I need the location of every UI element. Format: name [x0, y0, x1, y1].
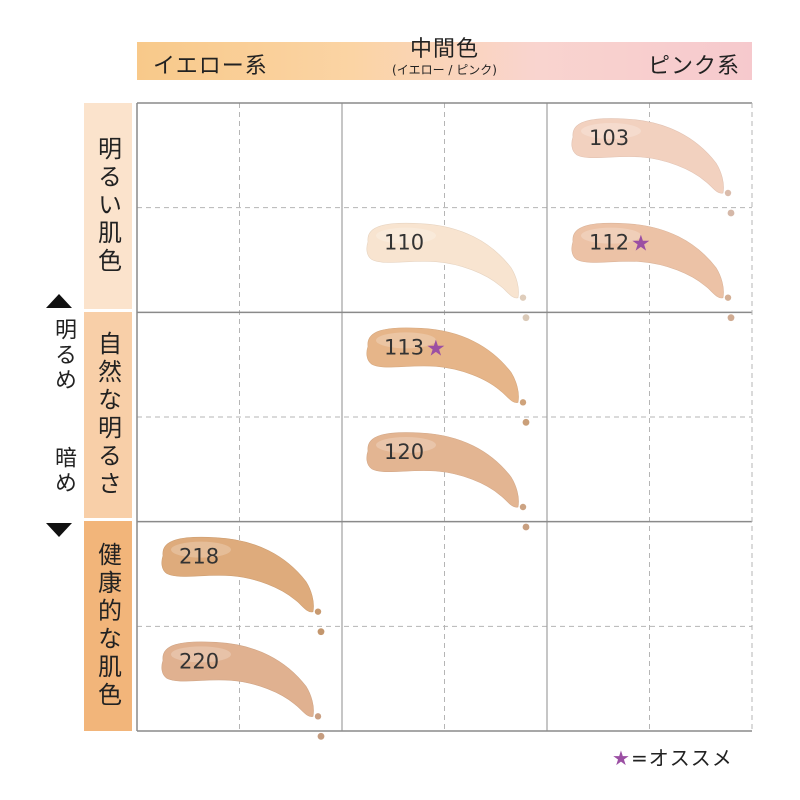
shade-drop [724, 189, 732, 197]
arrow-up-icon [46, 294, 72, 308]
pink-column-label: ピンク系 [647, 54, 740, 79]
shade-smear [366, 327, 519, 403]
shade-swatch-112: 112 ★ [571, 222, 735, 322]
shade-drop [519, 399, 527, 406]
shade-drop [522, 523, 530, 531]
middle-column-sublabel: (イエロー / ピンク) [392, 63, 497, 77]
shade-drop [519, 503, 527, 511]
shade-code-label: 220 [179, 649, 219, 673]
shade-smear [161, 641, 314, 717]
middle-column-label: 中間色 [409, 37, 479, 62]
row-label-natural: 自然な明るさ [84, 312, 132, 518]
shade-smear-highlight [171, 541, 231, 558]
shade-swatch-103: 103 [571, 118, 735, 217]
shade-smear-highlight [376, 332, 436, 349]
legend: ★=オススメ [612, 742, 733, 771]
row-label-light-text: 明るい肌色 [93, 136, 122, 276]
shade-drop [314, 608, 322, 615]
shade-drop [727, 314, 735, 322]
legend-star-icon: ★ [612, 746, 631, 770]
yellow-column-label: イエロー系 [153, 54, 268, 79]
shade-code-label: 218 [179, 545, 219, 569]
row-label-light: 明るい肌色 [84, 103, 132, 309]
shade-smear-highlight [376, 437, 436, 453]
shade-swatch-218: 218 [161, 536, 325, 636]
legend-text: =オススメ [630, 746, 733, 770]
shade-code-label: 120 [384, 440, 424, 464]
shade-swatch-110: 110 [366, 222, 530, 322]
row-label-healthy-text: 健康的な肌色 [93, 542, 122, 710]
shade-code-label: 103 [589, 126, 629, 150]
shade-smear [571, 118, 724, 194]
row-label-healthy: 健康的な肌色 [84, 521, 132, 731]
recommended-star-icon: ★ [631, 232, 651, 257]
shade-smear [571, 222, 724, 299]
shade-swatch-120: 120 [366, 432, 530, 531]
shade-drop [519, 294, 527, 301]
shade-smear-highlight [581, 123, 641, 139]
middle-column-label-group: 中間色 (イエロー / ピンク) [137, 37, 752, 77]
recommended-star-icon: ★ [426, 336, 446, 361]
shade-swatch-113: 113 ★ [366, 327, 530, 426]
grid-lines [136, 102, 753, 732]
shade-smear [161, 536, 314, 613]
shade-drop [522, 314, 530, 322]
shade-drop [724, 294, 732, 301]
shade-drop [317, 628, 325, 636]
row-label-natural-text: 自然な明るさ [93, 331, 122, 499]
shade-smear-highlight [171, 646, 231, 663]
shade-smear [366, 222, 519, 299]
shade-code-label: 112 [589, 231, 629, 255]
shade-drop [727, 209, 735, 217]
shade-drop [314, 713, 322, 720]
shade-smear [366, 432, 519, 508]
axis-bright-label: 明るめ [51, 318, 76, 393]
shade-smear-highlight [581, 227, 641, 244]
shade-code-label: 113 [384, 335, 424, 359]
arrow-down-icon [46, 523, 72, 537]
shade-swatch-220: 220 [161, 641, 325, 740]
shade-code-label: 110 [384, 231, 424, 255]
shade-drop [522, 418, 530, 426]
axis-dark-label: 暗め [51, 446, 76, 496]
column-header-bar: イエロー系 中間色 (イエロー / ピンク) ピンク系 [137, 37, 752, 80]
shade-smear-highlight [376, 227, 436, 244]
shade-drop [317, 732, 325, 740]
